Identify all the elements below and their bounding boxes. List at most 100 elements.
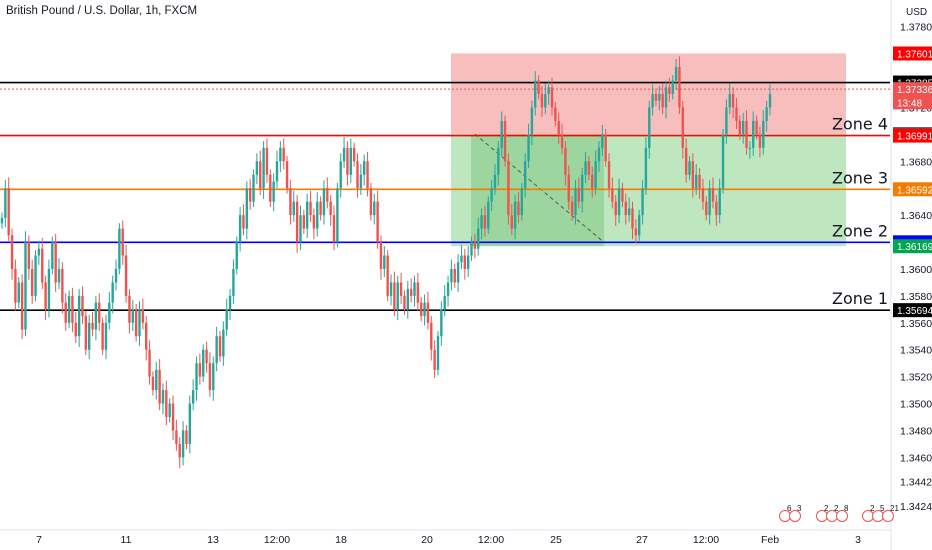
candle-body: [37, 248, 41, 256]
candle-body: [430, 322, 433, 350]
candle-body: [171, 403, 175, 431]
candle-body: [84, 316, 88, 350]
candle-body: [168, 403, 171, 418]
price-tag-text: 1.37601: [897, 49, 932, 60]
candle-body: [114, 268, 118, 283]
candle-body: [299, 215, 302, 243]
candle-body: [346, 147, 349, 175]
event-flag-icon[interactable]: [836, 510, 848, 522]
candle-body: [601, 134, 604, 148]
event-count: 8: [844, 504, 849, 513]
symbol-title[interactable]: British Pound / U.S. Dollar, 1h, FXCM: [6, 5, 198, 17]
candle-body: [262, 147, 265, 189]
price-tag-1.36592[interactable]: [893, 182, 932, 197]
candle-body: [34, 255, 37, 296]
candle-body: [195, 363, 198, 391]
candle-body: [721, 134, 725, 189]
candle-body: [0, 217, 4, 224]
candle-body: [403, 295, 406, 310]
candle-body: [322, 188, 326, 216]
candle-body: [745, 120, 748, 148]
candle-body: [735, 107, 738, 121]
price-tag-text: 1.37336: [897, 85, 932, 96]
candle-body: [272, 181, 275, 202]
candle-body: [165, 390, 168, 418]
x-tick-label: 7: [36, 534, 42, 546]
price-tag-1.36169[interactable]: [893, 239, 932, 254]
candle-body: [550, 87, 554, 108]
candle-body: [161, 390, 165, 404]
candle-body: [530, 107, 534, 135]
candle-body: [188, 403, 192, 444]
candle-body: [627, 208, 631, 216]
x-tick-label: Feb: [761, 534, 779, 546]
candle-body: [94, 302, 98, 330]
candle-body: [51, 242, 54, 269]
price-tag-13:48[interactable]: [893, 95, 932, 110]
candle-body: [245, 188, 249, 229]
price-tag-1.35694[interactable]: [893, 303, 932, 318]
candle-body: [225, 309, 228, 330]
candle-body: [480, 215, 483, 229]
candle-body: [178, 443, 181, 458]
y-tick-label: 1.35200: [900, 372, 932, 384]
zone-label-zone-4: Zone 4: [832, 115, 888, 134]
candle-body: [54, 242, 57, 283]
candle-body: [510, 215, 513, 229]
y-tick-label: 1.36000: [900, 264, 932, 276]
candle-body: [339, 161, 342, 189]
candle-body: [483, 215, 487, 229]
candle-body: [420, 302, 423, 317]
candle-body: [4, 188, 7, 218]
candle-body: [765, 107, 768, 121]
candle-body: [57, 268, 61, 283]
zone-label-zone-3: Zone 3: [832, 168, 888, 187]
price-tag-1.37336[interactable]: [893, 82, 932, 97]
candle-body: [567, 174, 570, 202]
candle-body: [638, 215, 641, 236]
candle-body: [446, 282, 450, 296]
y-tick-label: 1.36800: [900, 156, 932, 168]
candle-body: [493, 174, 497, 189]
candle-body: [517, 201, 520, 216]
candle-body: [466, 255, 470, 269]
candle-body: [41, 248, 44, 283]
candle-body: [71, 295, 74, 323]
candle-body: [14, 268, 17, 303]
zone-label-zone-1: Zone 1: [832, 289, 888, 308]
candle-body: [584, 161, 587, 175]
candle-body: [158, 369, 161, 404]
candle-body: [145, 322, 148, 350]
candle-body: [463, 255, 467, 269]
candle-body: [248, 188, 252, 202]
candle-body: [379, 242, 383, 269]
candle-body: [490, 188, 493, 202]
candle-body: [624, 201, 627, 216]
candle-body: [134, 309, 138, 337]
candle-body: [259, 161, 262, 189]
event-flag-icon[interactable]: [882, 510, 894, 522]
candle-body: [758, 134, 762, 148]
price-tag-1.36991[interactable]: [893, 128, 932, 143]
event-count: 2: [870, 504, 875, 513]
candle-body: [399, 282, 403, 296]
price-tag-text: 1.36169: [897, 242, 932, 253]
candle-body: [305, 201, 309, 229]
candle-body: [208, 363, 212, 391]
candle-body: [373, 201, 376, 216]
price-tag-1.37601[interactable]: [893, 46, 932, 61]
candle-body: [460, 255, 463, 263]
candle-body: [74, 322, 77, 337]
candle-body: [396, 282, 399, 310]
candle-body: [634, 228, 638, 236]
candle-body: [503, 120, 507, 162]
candle-body: [648, 107, 651, 148]
event-flag-icon[interactable]: [789, 510, 801, 522]
y-tick-label: 1.34240: [900, 501, 932, 513]
y-tick-label: 1.35800: [900, 291, 932, 303]
candle-body: [711, 188, 715, 202]
candle-body: [688, 161, 691, 175]
candle-body: [98, 302, 101, 323]
currency-label: USD: [906, 7, 928, 18]
